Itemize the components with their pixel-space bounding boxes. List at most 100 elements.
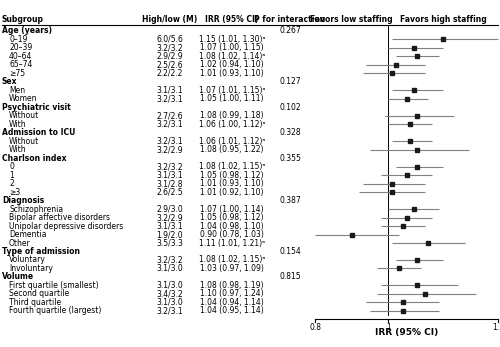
Text: Without: Without <box>9 137 39 146</box>
Text: 1.05 (0.98, 1.12): 1.05 (0.98, 1.12) <box>200 213 264 222</box>
Text: 1.08 (1.02, 1.15)ᵃ: 1.08 (1.02, 1.15)ᵃ <box>199 162 265 171</box>
Text: 0.267: 0.267 <box>279 26 301 35</box>
Text: 1.08 (0.98, 1.19): 1.08 (0.98, 1.19) <box>200 281 264 290</box>
Text: 3.2/3.1: 3.2/3.1 <box>156 94 184 103</box>
Text: 1.06 (1.01, 1.12)ᵃ: 1.06 (1.01, 1.12)ᵃ <box>199 137 265 146</box>
Text: 0.102: 0.102 <box>279 103 301 112</box>
Text: 0.815: 0.815 <box>279 272 301 281</box>
Text: 1.07 (1.01, 1.15)ᵃ: 1.07 (1.01, 1.15)ᵃ <box>199 86 265 95</box>
Text: 1.04 (0.95, 1.14): 1.04 (0.95, 1.14) <box>200 306 264 315</box>
Text: 1.10 (0.97, 1.24): 1.10 (0.97, 1.24) <box>200 289 264 298</box>
Text: 1.08 (1.02, 1.15)ᵃ: 1.08 (1.02, 1.15)ᵃ <box>199 255 265 264</box>
Text: Involuntary: Involuntary <box>9 264 53 273</box>
Text: 6.0/5.6: 6.0/5.6 <box>156 35 184 44</box>
Text: 3.1/3.0: 3.1/3.0 <box>156 264 184 273</box>
Text: 3.1/3.0: 3.1/3.0 <box>156 298 184 307</box>
Text: High/low (M): High/low (M) <box>142 15 198 24</box>
Text: 1.02 (0.94, 1.10): 1.02 (0.94, 1.10) <box>200 60 264 69</box>
Text: 3.2/3.2: 3.2/3.2 <box>156 43 184 52</box>
Text: Subgroup: Subgroup <box>2 15 44 24</box>
Text: 1.05 (0.98, 1.12): 1.05 (0.98, 1.12) <box>200 171 264 180</box>
Text: 3.1/3.1: 3.1/3.1 <box>156 86 184 95</box>
Text: Psychiatric visit: Psychiatric visit <box>2 103 71 112</box>
Text: 2.9/2.9: 2.9/2.9 <box>156 52 184 61</box>
Text: Volume: Volume <box>2 272 34 281</box>
Text: Charlson index: Charlson index <box>2 154 66 163</box>
Text: IRR (95% CI): IRR (95% CI) <box>206 15 258 24</box>
Text: 3.4/3.2: 3.4/3.2 <box>156 289 184 298</box>
Text: 3.1/2.8: 3.1/2.8 <box>157 179 183 188</box>
Text: Favors high staffing: Favors high staffing <box>400 15 486 24</box>
Text: 20–39: 20–39 <box>9 43 32 52</box>
Text: 0.355: 0.355 <box>279 154 301 163</box>
Text: Bipolar affective disorders: Bipolar affective disorders <box>9 213 110 222</box>
Text: 3.2/3.1: 3.2/3.1 <box>156 137 184 146</box>
Text: 3.2/2.9: 3.2/2.9 <box>156 213 184 222</box>
Text: Men: Men <box>9 86 25 95</box>
Text: 3.2/2.9: 3.2/2.9 <box>156 145 184 154</box>
Text: 3.2/3.1: 3.2/3.1 <box>156 120 184 129</box>
Text: Favors low staffing: Favors low staffing <box>310 15 393 24</box>
Text: Second quartile: Second quartile <box>9 289 69 298</box>
Text: 1.07 (1.00, 1.14): 1.07 (1.00, 1.14) <box>200 205 264 213</box>
Text: 3.2/3.1: 3.2/3.1 <box>156 306 184 315</box>
Text: Schizophrenia: Schizophrenia <box>9 205 63 213</box>
Text: 1.11 (1.01, 1.21)ᵃ: 1.11 (1.01, 1.21)ᵃ <box>199 238 265 247</box>
Text: 0.127: 0.127 <box>279 77 301 86</box>
Text: 1.9/2.0: 1.9/2.0 <box>156 230 184 239</box>
Text: 1.04 (0.98, 1.10): 1.04 (0.98, 1.10) <box>200 221 264 230</box>
Text: 2.2/2.2: 2.2/2.2 <box>157 69 183 78</box>
Text: 2.7/2.6: 2.7/2.6 <box>156 111 184 120</box>
Text: 0.154: 0.154 <box>279 247 301 256</box>
Text: 0.328: 0.328 <box>279 128 301 137</box>
Text: With: With <box>9 120 26 129</box>
Text: 3.2/3.2: 3.2/3.2 <box>156 162 184 171</box>
Text: Fourth quartile (largest): Fourth quartile (largest) <box>9 306 102 315</box>
Text: 1.08 (0.95, 1.22): 1.08 (0.95, 1.22) <box>200 145 264 154</box>
Text: 3.5/3.3: 3.5/3.3 <box>156 238 184 247</box>
Text: 1.08 (1.02, 1.14)ᵃ: 1.08 (1.02, 1.14)ᵃ <box>199 52 265 61</box>
Text: Type of admission: Type of admission <box>2 247 80 256</box>
Text: Admission to ICU: Admission to ICU <box>2 128 76 137</box>
Text: 3.1/3.1: 3.1/3.1 <box>156 221 184 230</box>
Text: 1.05 (1.00, 1.11): 1.05 (1.00, 1.11) <box>200 94 264 103</box>
Text: 1.01 (0.93, 1.10): 1.01 (0.93, 1.10) <box>200 69 264 78</box>
Text: 1: 1 <box>9 171 14 180</box>
Text: Sex: Sex <box>2 77 18 86</box>
Text: 1.01 (0.93, 1.10): 1.01 (0.93, 1.10) <box>200 179 264 188</box>
Text: 0: 0 <box>9 162 14 171</box>
Text: 0.90 (0.78, 1.03): 0.90 (0.78, 1.03) <box>200 230 264 239</box>
Text: Diagnosis: Diagnosis <box>2 196 44 205</box>
Text: Women: Women <box>9 94 38 103</box>
Text: 1.04 (0.94, 1.14): 1.04 (0.94, 1.14) <box>200 298 264 307</box>
Text: With: With <box>9 145 26 154</box>
Text: 2: 2 <box>9 179 14 188</box>
Text: 0.387: 0.387 <box>279 196 301 205</box>
Text: Other: Other <box>9 238 31 247</box>
Text: 0–19: 0–19 <box>9 35 28 44</box>
Text: Voluntary: Voluntary <box>9 255 46 264</box>
Text: Third quartile: Third quartile <box>9 298 61 307</box>
Text: 1.06 (1.00, 1.12)ᵃ: 1.06 (1.00, 1.12)ᵃ <box>199 120 265 129</box>
Text: 1.07 (1.00, 1.15): 1.07 (1.00, 1.15) <box>200 43 264 52</box>
Text: 3.1/3.0: 3.1/3.0 <box>156 281 184 290</box>
Text: 3.2/3.2: 3.2/3.2 <box>156 255 184 264</box>
Text: 65–74: 65–74 <box>9 60 32 69</box>
Text: IRR (95% CI): IRR (95% CI) <box>375 328 438 337</box>
Text: ≥75: ≥75 <box>9 69 25 78</box>
Text: 1.08 (0.99, 1.18): 1.08 (0.99, 1.18) <box>200 111 264 120</box>
Text: 2.5/2.6: 2.5/2.6 <box>156 60 184 69</box>
Text: First quartile (smallest): First quartile (smallest) <box>9 281 99 290</box>
Text: 2.9/3.0: 2.9/3.0 <box>156 205 184 213</box>
Text: P for interaction: P for interaction <box>254 15 326 24</box>
Text: 2.6/2.5: 2.6/2.5 <box>156 188 184 197</box>
Text: Age (years): Age (years) <box>2 26 52 35</box>
Text: 1.03 (0.97, 1.09): 1.03 (0.97, 1.09) <box>200 264 264 273</box>
Text: 40–64: 40–64 <box>9 52 32 61</box>
Text: Unipolar depressive disorders: Unipolar depressive disorders <box>9 221 123 230</box>
Text: Dementia: Dementia <box>9 230 46 239</box>
Text: 3.1/3.1: 3.1/3.1 <box>156 171 184 180</box>
Text: ≥3: ≥3 <box>9 188 20 197</box>
Text: 1.01 (0.92, 1.10): 1.01 (0.92, 1.10) <box>200 188 264 197</box>
Text: 0.8: 0.8 <box>309 323 321 332</box>
